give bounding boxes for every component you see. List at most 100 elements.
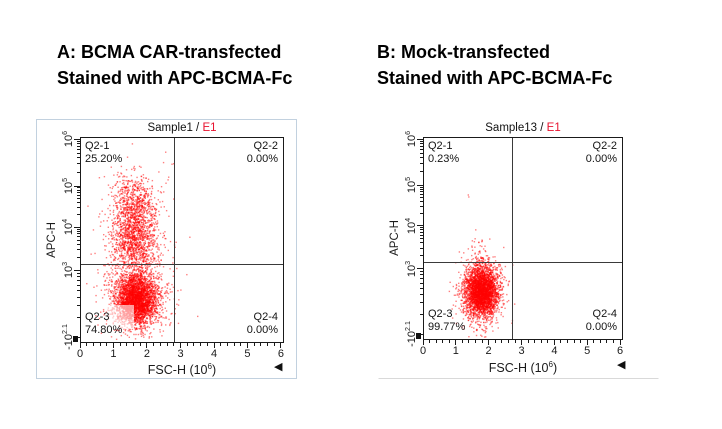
x-tick-label: 6	[616, 345, 624, 357]
x-minor-tick	[481, 340, 483, 343]
panel-a-heading: A: BCMA CAR-transfected Stained with APC…	[57, 39, 292, 91]
quadrant-label-q2-2: Q2-2 0.00%	[246, 140, 278, 165]
x-minor-tick	[206, 343, 208, 346]
collapse-arrow-icon[interactable]: ◀	[274, 361, 283, 373]
x-tick-label: 5	[584, 345, 591, 357]
quadrant-label-q2-1: Q2-1 0.23%	[428, 140, 460, 165]
x-minor-tick	[173, 343, 175, 346]
quadrant-label-q2-3: Q2-3 74.80%	[85, 311, 123, 336]
flow-plot-window-a[interactable]: Sample1 / E1 APC-H Q2-1 25.20% Q2-2 0.00…	[36, 119, 297, 379]
y-axis-label: APC-H	[46, 222, 58, 258]
gate-name: E1	[546, 122, 561, 134]
x-minor-tick	[507, 340, 509, 343]
scatter-dots-canvas	[424, 138, 622, 339]
x-minor-tick	[126, 343, 128, 346]
x-major-tick	[488, 340, 490, 345]
x-minor-tick	[226, 343, 228, 346]
x-tick-label: 4	[210, 348, 218, 360]
x-minor-tick	[153, 343, 155, 346]
x-minor-tick	[159, 343, 161, 346]
x-minor-tick	[166, 343, 168, 346]
title-separator: /	[192, 122, 203, 134]
x-minor-tick	[86, 343, 88, 346]
panel-b-heading: B: Mock-transfected Stained with APC-BCM…	[377, 39, 612, 91]
plot-title-b: Sample13 / E1	[423, 122, 623, 134]
x-major-tick	[180, 343, 182, 348]
x-tick-label: 0	[76, 348, 84, 360]
y-tick-label: 103	[404, 260, 418, 277]
y-tick-label: 103	[61, 262, 75, 279]
x-minor-tick	[220, 343, 222, 346]
x-major-tick	[246, 343, 248, 348]
plot-area[interactable]: Q2-1 0.23% Q2-2 0.00% Q2-3 99.77% Q2-4 0…	[423, 137, 623, 340]
quadrant-label-q2-4: Q2-4 0.00%	[246, 311, 278, 336]
x-major-tick	[146, 343, 148, 348]
quadrant-line-vertical[interactable]	[174, 138, 176, 342]
x-minor-tick	[442, 340, 444, 343]
x-tick-label: 1	[110, 348, 117, 360]
quadrant-line-horizontal[interactable]	[81, 264, 283, 266]
x-minor-tick	[435, 340, 437, 343]
x-major-tick	[112, 343, 114, 348]
quadrant-label-q2-2: Q2-2 0.00%	[585, 140, 617, 165]
x-minor-tick	[580, 340, 582, 343]
x-minor-tick	[468, 340, 470, 343]
quadrant-label-q2-3: Q2-3 99.77%	[428, 308, 466, 333]
x-minor-tick	[193, 343, 195, 346]
x-tick-label: 3	[518, 345, 525, 357]
x-minor-tick	[606, 340, 608, 343]
x-minor-tick	[494, 340, 496, 343]
x-major-tick	[213, 343, 215, 348]
x-minor-tick	[99, 343, 101, 346]
x-axis-label: FSC-H (106)	[488, 360, 558, 376]
flow-plot-window-b[interactable]: Sample13 / E1 APC-H Q2-1 0.23% Q2-2 0.00…	[378, 119, 659, 379]
collapse-arrow-icon[interactable]: ◀	[617, 359, 626, 371]
panel-b-heading-line2: Stained with APC-BCMA-Fc	[377, 68, 613, 88]
axis-marker-square	[73, 336, 78, 342]
x-minor-tick	[133, 343, 135, 346]
x-tick-label: 3	[177, 348, 184, 360]
sample-name: Sample13	[485, 122, 538, 134]
title-separator: /	[537, 122, 547, 134]
x-minor-tick	[560, 340, 562, 343]
x-minor-tick	[429, 340, 431, 343]
x-minor-tick	[253, 343, 255, 346]
gate-name: E1	[202, 122, 217, 134]
x-minor-tick	[106, 343, 108, 346]
x-minor-tick	[186, 343, 188, 346]
x-minor-tick	[233, 343, 235, 346]
quadrant-line-vertical[interactable]	[512, 138, 514, 339]
x-major-tick	[586, 340, 588, 345]
y-tick-label: 106	[61, 131, 75, 148]
quadrant-label-q2-1: Q2-1 25.20%	[85, 140, 123, 165]
x-minor-tick	[534, 340, 536, 343]
x-tick-label: 1	[452, 345, 459, 357]
plot-area[interactable]: Q2-1 25.20% Q2-2 0.00% Q2-3 74.80% Q2-4 …	[80, 137, 284, 343]
x-minor-tick	[514, 340, 516, 343]
x-minor-tick	[599, 340, 601, 343]
x-minor-tick	[612, 340, 614, 343]
quadrant-line-horizontal[interactable]	[424, 261, 622, 263]
x-axis-label: FSC-H (106)	[147, 362, 217, 378]
x-minor-tick	[92, 343, 94, 346]
x-minor-tick	[448, 340, 450, 343]
axis-marker-square	[416, 333, 421, 339]
panel-a-heading-line2: Stained with APC-BCMA-Fc	[57, 68, 293, 88]
x-tick-label: 6	[277, 348, 284, 360]
quadrant-label-q2-4: Q2-4 0.00%	[585, 308, 617, 333]
x-minor-tick	[474, 340, 476, 343]
y-tick-label: 104	[61, 218, 75, 236]
x-minor-tick	[527, 340, 529, 343]
x-major-tick	[455, 340, 457, 345]
y-tick-label: 105	[61, 177, 75, 195]
panel-b-heading-line1: B: Mock-transfected	[377, 42, 551, 62]
plot-title-a: Sample1 / E1	[80, 122, 284, 134]
y-axis-label: APC-H	[389, 220, 401, 256]
x-major-tick	[521, 340, 523, 345]
x-major-tick	[79, 343, 81, 348]
x-tick-label: 2	[485, 345, 492, 357]
x-minor-tick	[260, 343, 262, 346]
x-minor-tick	[240, 343, 242, 346]
x-major-tick	[422, 340, 424, 345]
x-minor-tick	[119, 343, 121, 346]
